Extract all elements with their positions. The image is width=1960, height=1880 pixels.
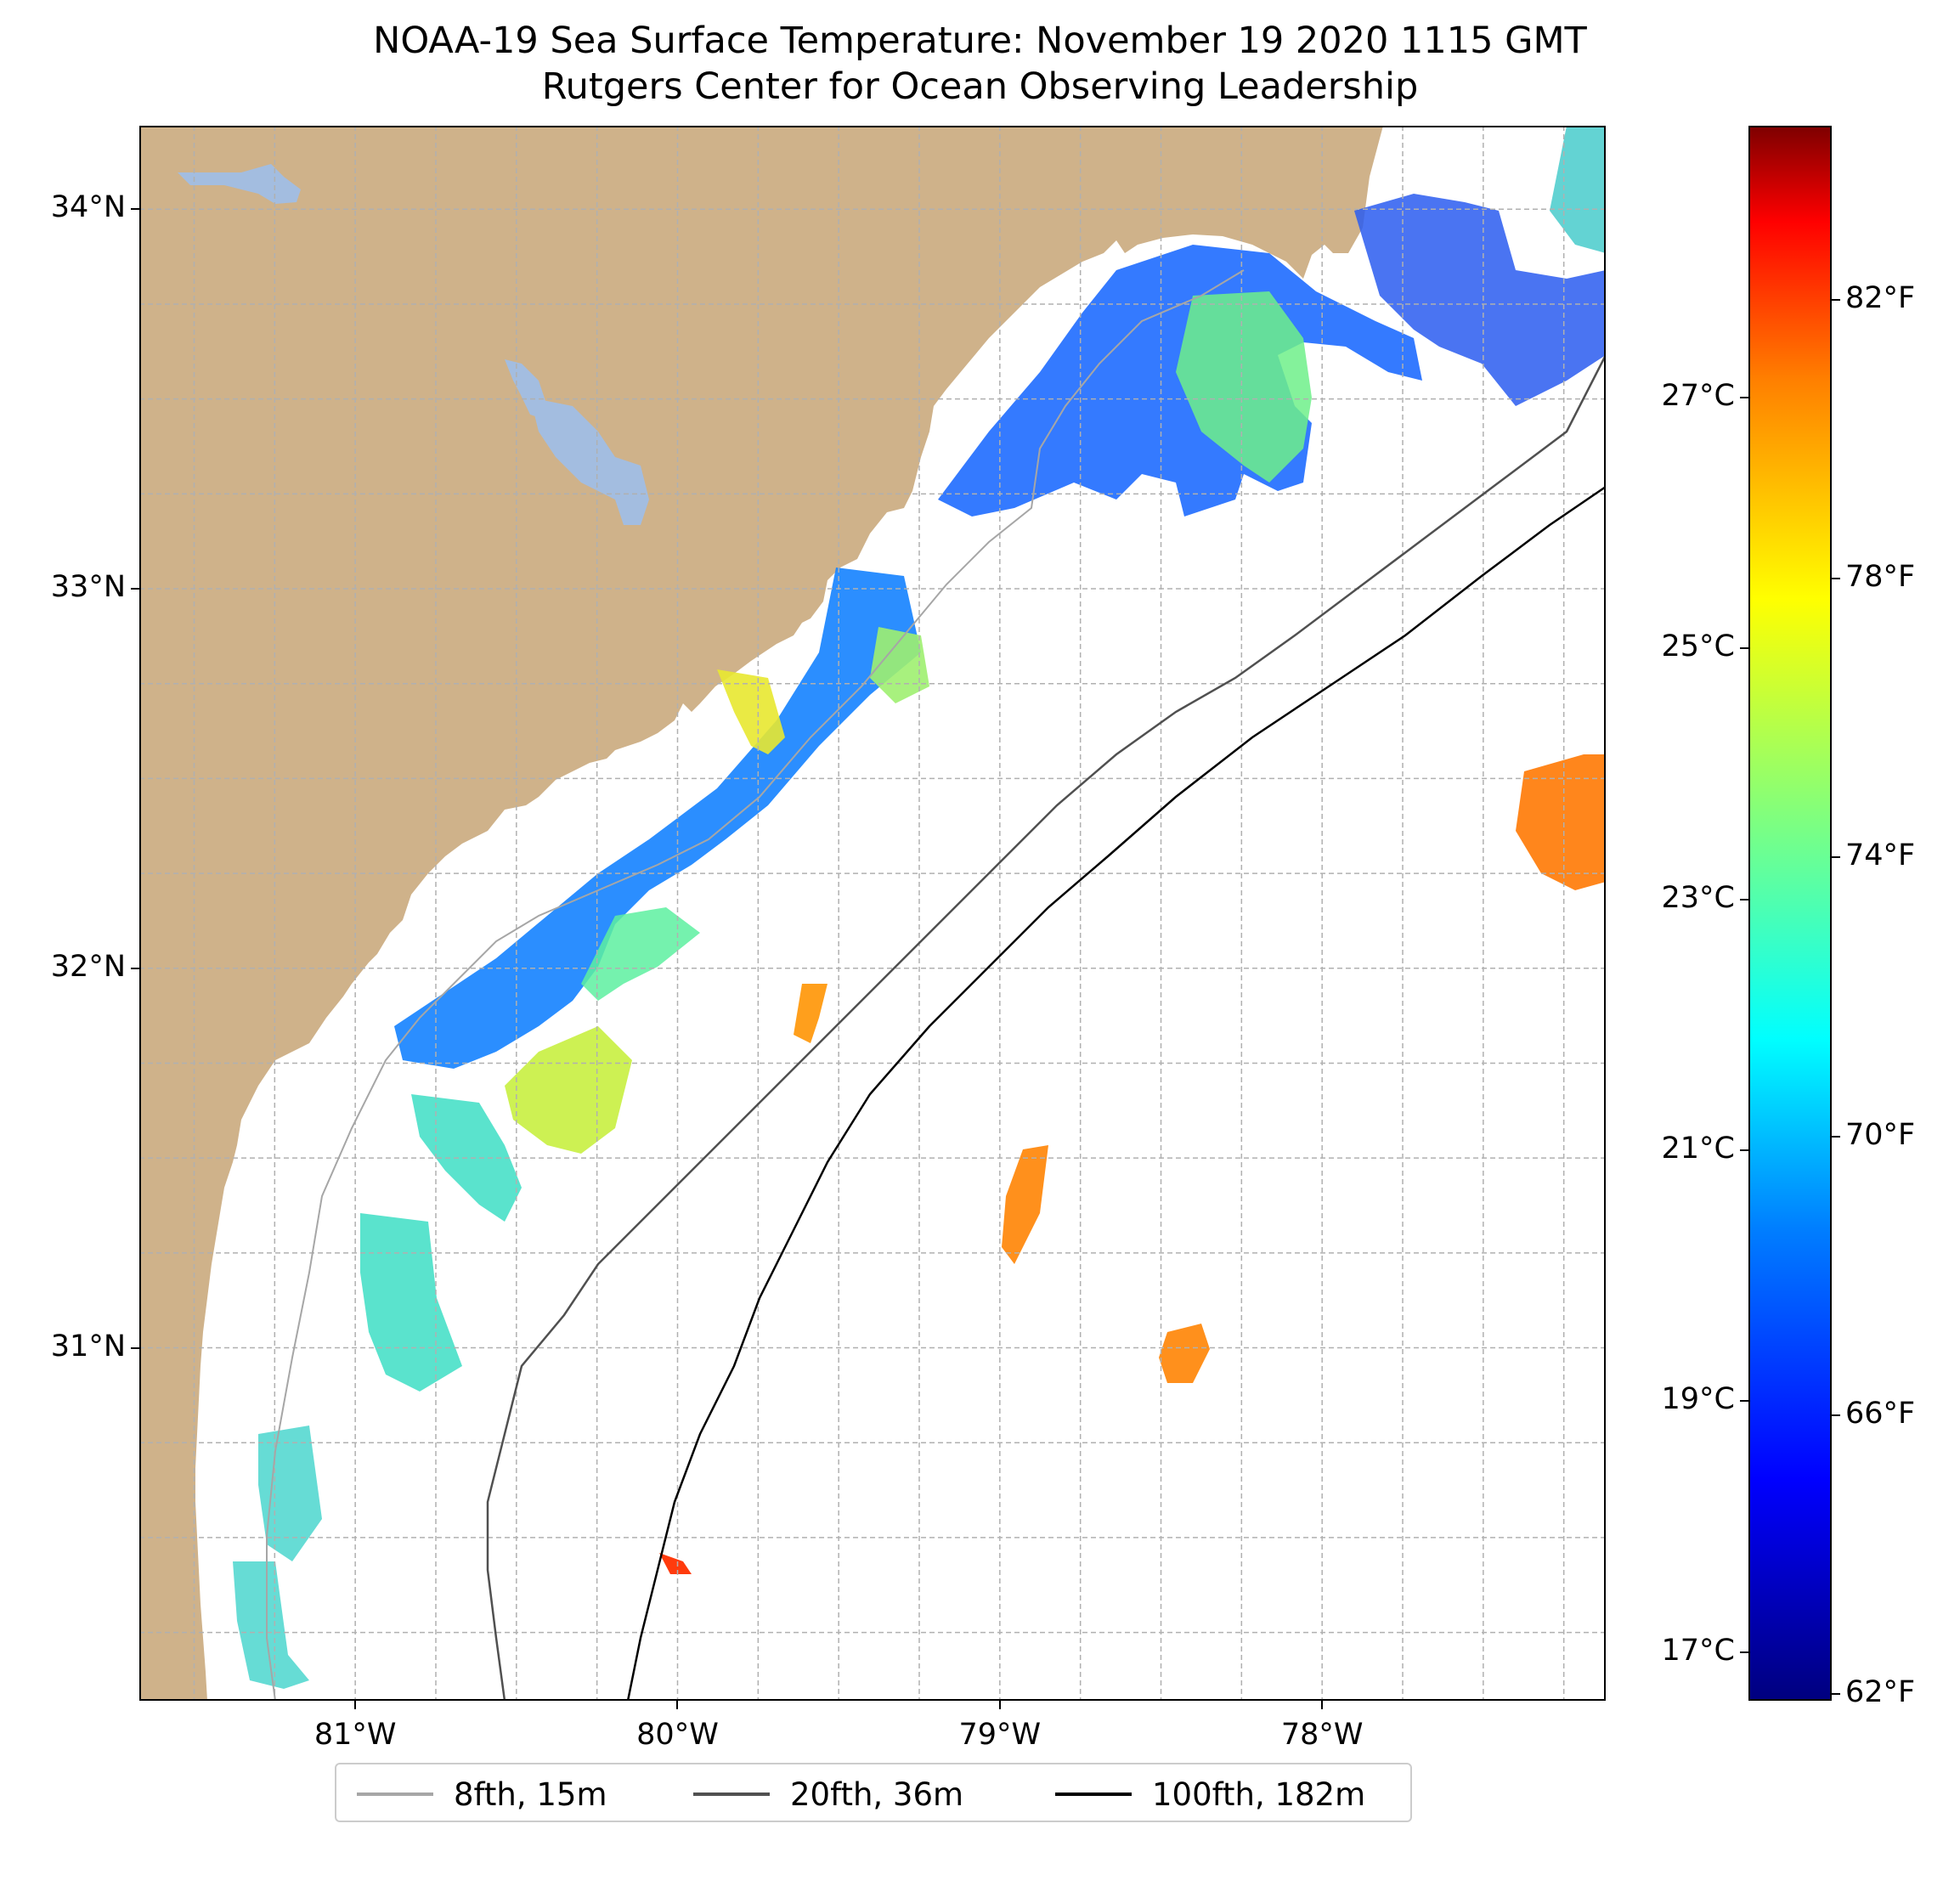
colorbar-celsius-label: 21°C bbox=[1661, 1131, 1735, 1166]
sst-patch-south-cyan-2 bbox=[360, 1213, 462, 1392]
depth-contour-100fth bbox=[626, 485, 1606, 1701]
lat-tick-mark bbox=[131, 208, 139, 211]
sst-patch-mid-yellow-small bbox=[717, 669, 785, 754]
sst-map bbox=[139, 126, 1606, 1701]
lon-tick-mark bbox=[354, 1701, 357, 1709]
chart-subtitle: Rutgers Center for Ocean Observing Leade… bbox=[541, 65, 1419, 108]
lon-tick-label: 80°W bbox=[636, 1718, 719, 1752]
lon-tick-label: 79°W bbox=[958, 1718, 1042, 1752]
sst-patch-orange-small bbox=[794, 984, 827, 1043]
legend-swatch-100fth bbox=[1055, 1792, 1132, 1796]
colorbar-fahrenheit-label: 62°F bbox=[1845, 1674, 1916, 1709]
lake-waccamaw bbox=[178, 164, 301, 204]
sst-patch-nearshore-middle-warm bbox=[581, 907, 700, 1001]
colorbar-fahrenheit-label: 70°F bbox=[1845, 1117, 1916, 1152]
colorbar-celsius-label: 27°C bbox=[1661, 378, 1735, 413]
legend-item-8fth: 8fth, 15m bbox=[357, 1764, 607, 1824]
colorbar-fahrenheit-tick bbox=[1832, 1692, 1840, 1695]
colorbar-celsius-tick bbox=[1740, 1651, 1748, 1653]
chart-title: NOAA-19 Sea Surface Temperature: Novembe… bbox=[373, 20, 1587, 62]
sst-patch-orange-1 bbox=[1002, 1145, 1048, 1264]
colorbar bbox=[1748, 126, 1832, 1701]
sst-patch-south-cyan-4 bbox=[233, 1561, 309, 1689]
colorbar-celsius-tick bbox=[1740, 1400, 1748, 1403]
sst-patch-nearshore-north-warm bbox=[1176, 291, 1312, 483]
legend-item-100fth: 100fth, 182m bbox=[1055, 1764, 1365, 1824]
legend-label-8fth: 8fth, 15m bbox=[454, 1776, 607, 1813]
colorbar-celsius-tick bbox=[1740, 1149, 1748, 1151]
legend-swatch-20fth bbox=[693, 1792, 770, 1796]
colorbar-fahrenheit-label: 66°F bbox=[1845, 1396, 1916, 1431]
legend-swatch-8fth bbox=[357, 1792, 433, 1796]
land-mass bbox=[139, 126, 1383, 1701]
lon-tick-label: 81°W bbox=[313, 1718, 397, 1752]
colorbar-celsius-label: 25°C bbox=[1661, 629, 1735, 664]
colorbar-celsius-label: 23°C bbox=[1661, 880, 1735, 915]
colorbar-celsius-tick bbox=[1740, 647, 1748, 650]
sst-patch-mid-yellow bbox=[505, 1026, 632, 1154]
sst-patch-east-blue bbox=[1354, 194, 1606, 406]
lat-tick-label: 32°N bbox=[50, 949, 126, 984]
lat-tick-mark bbox=[131, 967, 139, 969]
sst-patch-orange-2 bbox=[1159, 1324, 1210, 1383]
colorbar-fahrenheit-tick bbox=[1832, 856, 1840, 859]
lat-tick-label: 33°N bbox=[50, 570, 126, 605]
colorbar-fahrenheit-label: 82°F bbox=[1845, 281, 1916, 316]
grid-lines bbox=[139, 126, 1606, 1701]
legend: 8fth, 15m 20fth, 36m 100fth, 182m bbox=[335, 1763, 1412, 1822]
map-border bbox=[139, 126, 1606, 1701]
colorbar-fahrenheit-label: 78°F bbox=[1845, 560, 1916, 595]
colorbar-celsius-label: 19°C bbox=[1661, 1382, 1735, 1417]
lat-tick-mark bbox=[131, 1346, 139, 1349]
lon-tick-mark bbox=[1321, 1701, 1324, 1709]
sst-patch-nearshore-middle bbox=[394, 567, 921, 1069]
lake-moultrie bbox=[530, 398, 649, 525]
lat-tick-label: 31°N bbox=[50, 1329, 126, 1363]
colorbar-celsius-tick bbox=[1740, 898, 1748, 900]
legend-item-20fth: 20fth, 36m bbox=[693, 1764, 963, 1824]
depth-contour-20fth bbox=[486, 354, 1606, 1701]
legend-label-100fth: 100fth, 182m bbox=[1152, 1776, 1366, 1813]
depth-contour-8fth bbox=[266, 269, 1245, 1701]
lon-tick-mark bbox=[676, 1701, 679, 1709]
colorbar-celsius-label: 17°C bbox=[1661, 1633, 1735, 1668]
colorbar-fahrenheit-tick bbox=[1832, 578, 1840, 580]
colorbar-celsius-tick bbox=[1740, 396, 1748, 398]
sst-patch-mid-green-small bbox=[870, 627, 929, 703]
sst-patch-orange-east bbox=[1516, 754, 1606, 890]
lat-tick-mark bbox=[131, 588, 139, 590]
sst-patch-red-small bbox=[659, 1553, 692, 1574]
colorbar-fahrenheit-tick bbox=[1832, 1414, 1840, 1416]
lon-tick-mark bbox=[998, 1701, 1001, 1709]
colorbar-fahrenheit-label: 74°F bbox=[1845, 838, 1916, 873]
colorbar-fahrenheit-tick bbox=[1832, 1135, 1840, 1138]
lon-tick-label: 78°W bbox=[1280, 1718, 1364, 1752]
colorbar-fahrenheit-tick bbox=[1832, 299, 1840, 302]
legend-label-20fth: 20fth, 36m bbox=[790, 1776, 964, 1813]
lat-tick-label: 34°N bbox=[50, 190, 126, 225]
